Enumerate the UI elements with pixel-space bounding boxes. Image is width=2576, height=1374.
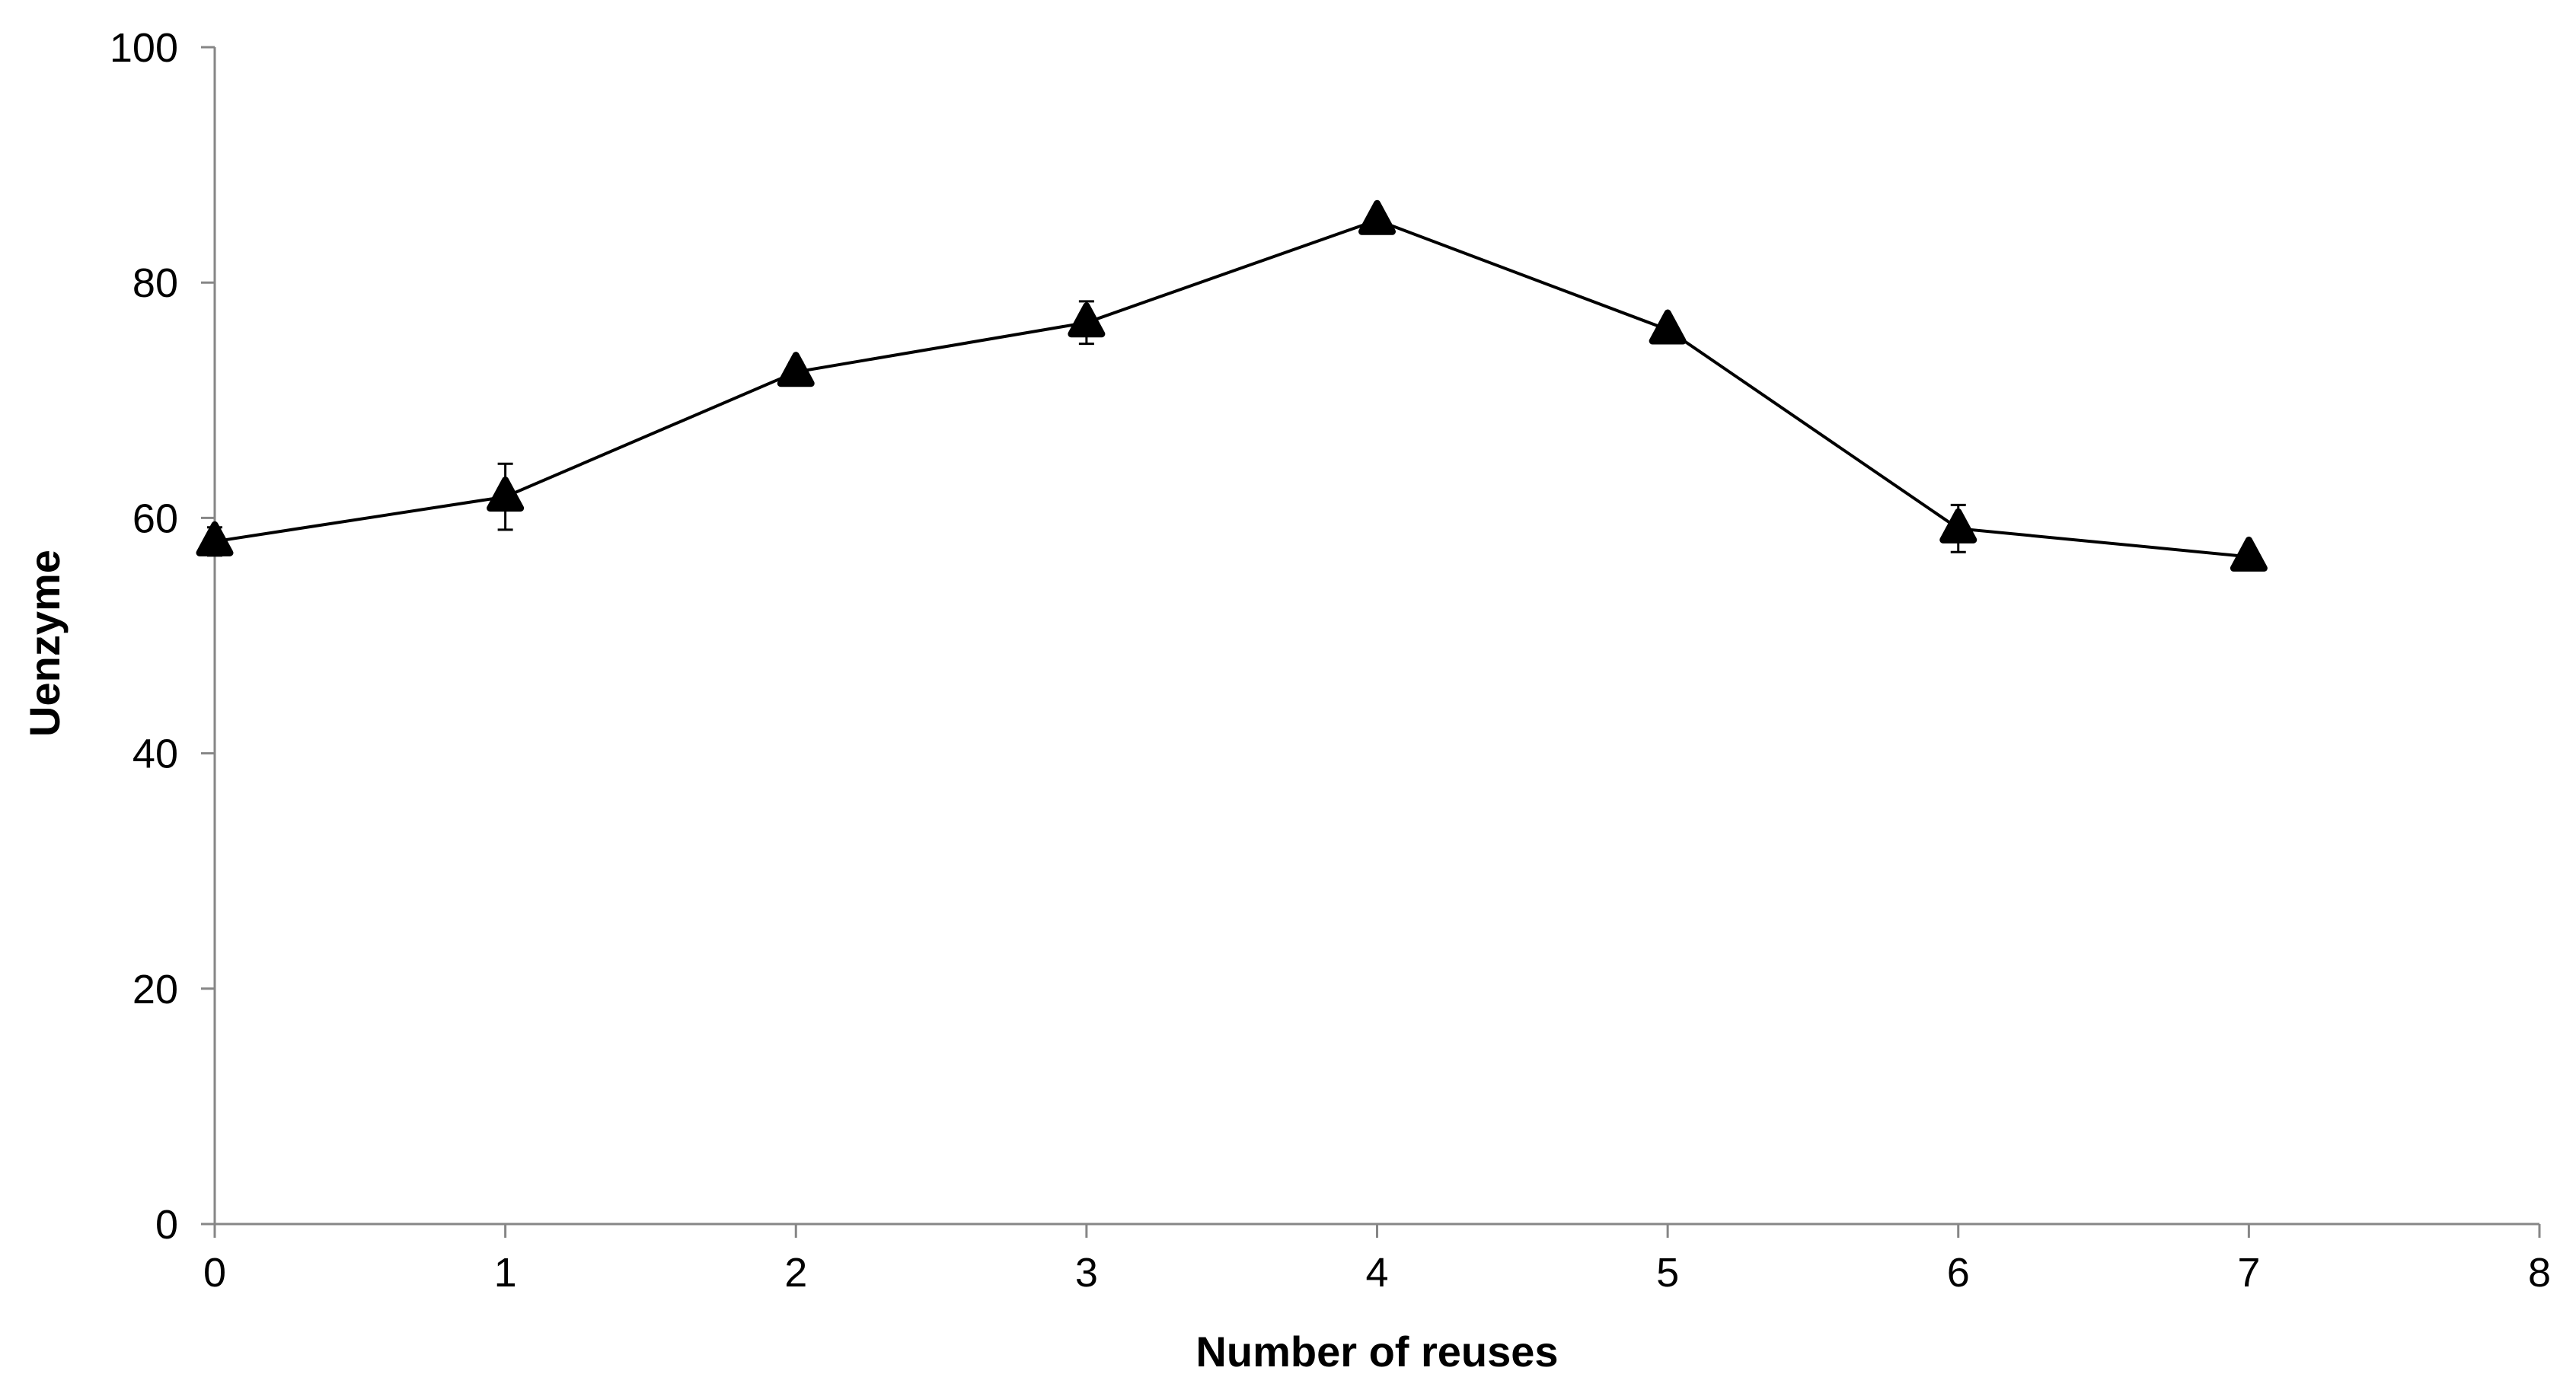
x-tick-label: 8: [2528, 1250, 2551, 1296]
data-point-marker: [1068, 302, 1106, 338]
x-tick-label: 0: [203, 1250, 226, 1296]
data-point-marker: [1939, 508, 1977, 544]
y-axis-title: Uenzyme: [21, 550, 69, 737]
y-tick-label: 100: [110, 25, 178, 71]
data-point-marker: [196, 521, 234, 556]
x-tick-label: 1: [494, 1250, 517, 1296]
data-point-marker: [487, 477, 525, 512]
data-point-marker: [1649, 309, 1687, 345]
x-tick-label: 3: [1075, 1250, 1098, 1296]
y-tick-label: 40: [132, 732, 178, 777]
x-tick-label: 5: [1656, 1250, 1679, 1296]
x-tick-label: 7: [2237, 1250, 2260, 1296]
x-ticks: 0 1 2 3 4 5 6 7 8: [203, 1224, 2551, 1296]
y-ticks: 0 20 40 60 80 100: [110, 25, 215, 1248]
series-line: [214, 218, 2249, 559]
x-tick-label: 6: [1947, 1250, 1970, 1296]
y-tick-label: 60: [132, 496, 178, 541]
data-point-marker: [1358, 199, 1396, 235]
data-point-marker: [777, 352, 815, 387]
y-tick-label: 20: [132, 967, 178, 1012]
series-layer: [196, 199, 2268, 572]
x-axis-title: Number of reuses: [1195, 1328, 1558, 1374]
data-point-marker: [2230, 536, 2268, 572]
x-tick-label: 2: [784, 1250, 807, 1296]
y-tick-label: 0: [155, 1202, 178, 1248]
y-tick-label: 80: [132, 260, 178, 306]
x-tick-label: 4: [1365, 1250, 1388, 1296]
